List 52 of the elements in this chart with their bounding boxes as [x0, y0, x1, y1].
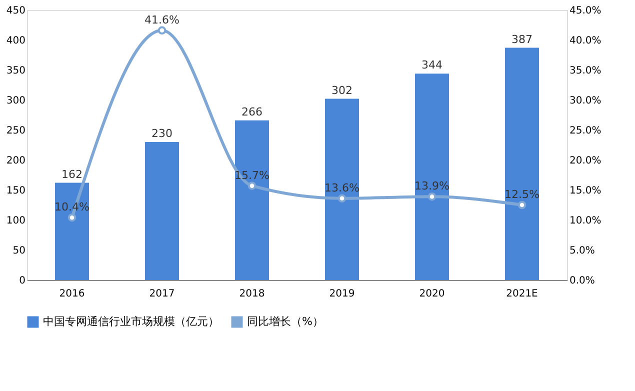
y-tick-label: 100: [6, 216, 26, 226]
y-tick-label: 350: [6, 66, 26, 76]
data-label: 302: [332, 84, 352, 97]
y-tick-label: 250: [6, 126, 26, 136]
y-tick-label: 400: [6, 36, 26, 46]
y-tick-label: 200: [6, 156, 26, 166]
y-tick-label: 450: [6, 6, 26, 16]
data-label: 10.4%: [54, 200, 90, 214]
bar: [325, 98, 359, 280]
y2-tick-label: 35.0%: [570, 66, 602, 76]
legend-label: 同比增长（%）: [247, 315, 324, 328]
y-tick-label: 300: [6, 96, 26, 106]
y2-tick-label: 25.0%: [570, 126, 602, 136]
y2-tick-label: 20.0%: [570, 156, 602, 166]
data-label: 344: [422, 58, 442, 72]
data-label: 13.6%: [324, 181, 360, 194]
bar: [505, 48, 539, 280]
point: [338, 194, 346, 203]
x-tick-label: 2020: [419, 288, 445, 300]
data-label: 13.9%: [414, 180, 450, 193]
point: [518, 200, 526, 210]
data-label: 162: [62, 168, 82, 181]
x-tick-label: 2019: [329, 288, 355, 300]
y2-tick-label: 30.0%: [570, 96, 602, 106]
point: [158, 26, 166, 35]
y2-tick-label: 15.0%: [570, 186, 602, 196]
x-tick-label: 2017: [149, 288, 175, 300]
bar: [145, 142, 179, 280]
y2-tick-label: 5.0%: [570, 246, 595, 256]
point: [428, 192, 436, 201]
point: [248, 182, 256, 190]
data-label: 12.5%: [504, 188, 540, 201]
y2-tick-label: 10.0%: [570, 216, 602, 226]
bar: [55, 182, 89, 280]
x-tick-label: 2016: [59, 288, 85, 300]
y2-tick-label: 45.0%: [570, 6, 602, 16]
data-label: 387: [512, 32, 532, 46]
legend-label: 中国专网通信行业市场规模（亿元）: [43, 315, 219, 328]
data-label: 15.7%: [234, 168, 270, 182]
data-label: 41.6%: [144, 13, 180, 26]
y2-tick-label: 40.0%: [570, 36, 602, 46]
data-label: 266: [242, 105, 262, 118]
bar: [235, 120, 269, 280]
y2-tick-label: 0.0%: [570, 276, 595, 286]
x-tick-label: 2021E: [506, 288, 538, 300]
x-tick-label: 2018: [239, 288, 265, 300]
y-tick-label: 150: [6, 186, 26, 196]
y-tick-label: 50: [12, 246, 26, 256]
y-tick-label: 0: [19, 276, 26, 286]
point: [68, 213, 76, 222]
bar: [415, 74, 449, 280]
data-label: 230: [152, 127, 172, 140]
